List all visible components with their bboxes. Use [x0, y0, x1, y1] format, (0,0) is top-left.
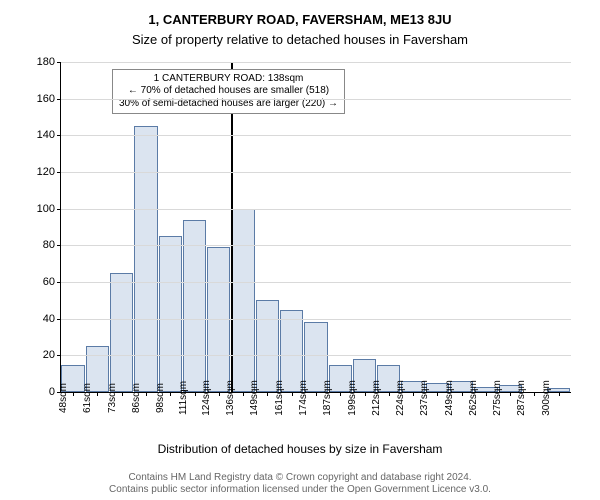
- bar-slot: 224sqm: [401, 62, 425, 392]
- x-tick: [365, 392, 366, 396]
- y-tick-label: 20: [43, 349, 55, 361]
- x-tick-label: 161sqm: [274, 380, 285, 416]
- x-tick: [73, 392, 74, 396]
- y-tick-label: 180: [37, 56, 55, 68]
- x-tick-label: 111sqm: [178, 381, 189, 415]
- annotation-line-1: 1 CANTERBURY ROAD: 138sqm: [119, 73, 338, 86]
- footer-attribution: Contains HM Land Registry data © Crown c…: [0, 472, 600, 496]
- x-axis-label: Distribution of detached houses by size …: [0, 442, 600, 456]
- annotation-line-2: ← 70% of detached houses are smaller (51…: [119, 85, 338, 98]
- bar-slot: 262sqm: [474, 62, 498, 392]
- x-tick: [316, 392, 317, 396]
- y-tick: [57, 209, 61, 210]
- x-tick: [122, 392, 123, 396]
- bar-slot: 199sqm: [352, 62, 376, 392]
- x-tick-label: 149sqm: [250, 380, 261, 416]
- x-tick-label: 174sqm: [298, 380, 309, 416]
- x-tick: [170, 392, 171, 396]
- x-tick: [267, 392, 268, 396]
- histogram-plot: 48sqm61sqm73sqm86sqm98sqm111sqm124sqm136…: [60, 62, 571, 393]
- bar-slot: 300sqm: [547, 62, 571, 392]
- y-tick: [57, 355, 61, 356]
- histogram-bar: [134, 126, 157, 392]
- x-tick: [292, 392, 293, 396]
- x-tick-label: 61sqm: [82, 383, 93, 413]
- bar-slot: 237sqm: [425, 62, 449, 392]
- y-tick-label: 100: [37, 203, 55, 215]
- x-tick-label: 262sqm: [468, 380, 479, 416]
- x-tick-label: 73sqm: [107, 383, 118, 413]
- y-tick-label: 40: [43, 313, 55, 325]
- y-tick-label: 140: [37, 129, 55, 141]
- x-tick: [462, 392, 463, 396]
- x-tick: [534, 392, 535, 396]
- x-tick-label: 136sqm: [225, 380, 236, 416]
- bar-slot: 212sqm: [377, 62, 401, 392]
- histogram-bar: [110, 273, 133, 392]
- x-tick-label: 199sqm: [347, 380, 358, 416]
- y-tick-label: 60: [43, 276, 55, 288]
- y-tick: [57, 172, 61, 173]
- y-tick: [57, 62, 61, 63]
- annotation-box: 1 CANTERBURY ROAD: 138sqm ← 70% of detac…: [112, 69, 345, 115]
- x-tick: [389, 392, 390, 396]
- bar-slot: 61sqm: [85, 62, 109, 392]
- y-tick-label: 120: [37, 166, 55, 178]
- y-tick: [57, 135, 61, 136]
- y-tick: [57, 282, 61, 283]
- x-tick-label: 224sqm: [395, 380, 406, 416]
- x-tick: [146, 392, 147, 396]
- x-tick: [413, 392, 414, 396]
- y-tick-label: 160: [37, 93, 55, 105]
- x-tick: [97, 392, 98, 396]
- histogram-bar: [159, 236, 182, 392]
- x-tick-label: 287sqm: [517, 380, 528, 416]
- x-tick-label: 249sqm: [444, 380, 455, 416]
- histogram-bar: [183, 220, 206, 392]
- footer-line-2: Contains public sector information licen…: [0, 484, 600, 496]
- x-tick: [486, 392, 487, 396]
- y-tick: [57, 319, 61, 320]
- footer-line-1: Contains HM Land Registry data © Crown c…: [0, 472, 600, 484]
- x-tick-label: 98sqm: [155, 383, 166, 413]
- x-tick-label: 86sqm: [131, 383, 142, 413]
- x-tick: [559, 392, 560, 396]
- x-tick: [243, 392, 244, 396]
- bar-slot: 287sqm: [522, 62, 546, 392]
- y-tick: [57, 392, 61, 393]
- x-tick: [510, 392, 511, 396]
- y-tick: [57, 245, 61, 246]
- x-tick-label: 275sqm: [492, 380, 503, 416]
- page-title-sub: Size of property relative to detached ho…: [0, 32, 600, 47]
- bar-slot: 48sqm: [61, 62, 85, 392]
- y-tick-label: 0: [49, 386, 55, 398]
- annotation-line-3: 30% of semi-detached houses are larger (…: [119, 98, 338, 111]
- bar-slot: 275sqm: [498, 62, 522, 392]
- x-tick: [340, 392, 341, 396]
- page-title-main: 1, CANTERBURY ROAD, FAVERSHAM, ME13 8JU: [0, 12, 600, 27]
- y-tick-label: 80: [43, 239, 55, 251]
- x-tick-label: 212sqm: [371, 380, 382, 416]
- x-tick-label: 237sqm: [420, 380, 431, 416]
- x-tick-label: 187sqm: [322, 380, 333, 416]
- y-tick: [57, 99, 61, 100]
- histogram-bar: [207, 247, 230, 392]
- x-tick-label: 48sqm: [58, 383, 69, 413]
- x-tick: [195, 392, 196, 396]
- histogram-bar: [231, 209, 254, 392]
- x-tick-label: 300sqm: [541, 380, 552, 416]
- x-tick: [437, 392, 438, 396]
- histogram-bar: [256, 300, 279, 392]
- x-tick: [219, 392, 220, 396]
- x-tick-label: 124sqm: [201, 380, 212, 416]
- bar-slot: 249sqm: [450, 62, 474, 392]
